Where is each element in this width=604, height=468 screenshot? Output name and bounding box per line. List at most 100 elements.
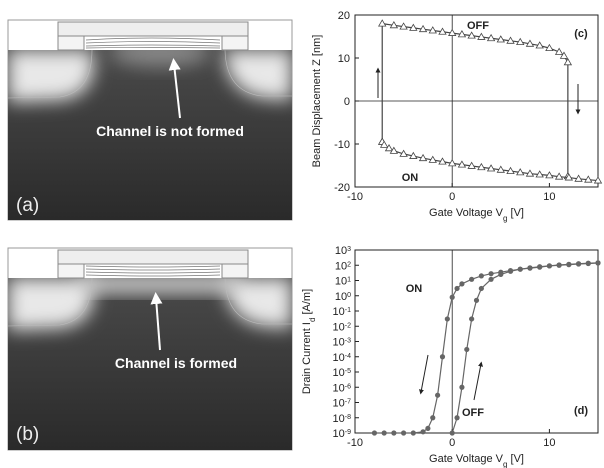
y-axis-label: Drain Current Id [A/m] [301,289,317,394]
y-tick-label: 103 [335,245,351,257]
marker [586,261,591,266]
marker [557,262,562,267]
y-tick-label-exp: -6 [345,383,351,390]
y-tick-label: 10-4 [333,352,352,364]
gate [58,250,248,264]
annotation: ON [406,283,423,295]
x-axis-label: Gate Voltage Vg [V] [429,207,524,223]
marker [450,295,455,300]
y-tick-label-exp: -4 [345,352,351,359]
y-axis-label-text: Drain Current I [301,322,313,394]
y-tick-label: -20 [334,182,350,194]
sweep-arrow [421,355,428,392]
y-tick-label: 10-7 [333,398,352,410]
annotation: OFF [462,407,484,419]
y-tick-label-base: 10 [333,398,345,410]
y-tick-label-exp: 3 [347,246,351,253]
spacer [222,264,248,278]
x-tick-label: 10 [543,191,555,203]
marker [382,430,387,435]
marker [379,20,386,26]
spacer [222,36,248,50]
y-tick-label: 10-6 [333,382,352,394]
marker [469,316,474,321]
marker [566,262,571,267]
x-axis-label-text: Gate Voltage V [429,453,504,465]
y-tick-label-base: 10 [333,306,345,318]
x-axis-label-text: Gate Voltage V [429,207,504,219]
y-tick-label-exp: -1 [345,307,351,314]
marker [488,271,493,276]
x-tick-label: -10 [347,437,363,449]
y-tick-label: -10 [334,139,350,151]
y-axis-label-text: [A/m] [301,289,313,318]
y-tick-label: 0 [344,96,350,108]
y-axis-label: Beam Displacement Z [nm] [311,35,323,168]
y-tick-label-base: 10 [335,260,347,272]
marker [411,430,416,435]
y-tick-label-base: 10 [333,413,345,425]
y-tick-label-base: 10 [335,276,347,288]
marker [595,260,600,265]
annotation: (c) [574,28,588,40]
annotation: Channel is not formed [96,123,244,139]
marker [479,286,484,291]
marker [547,263,552,268]
marker [479,273,484,278]
annotation: ON [402,172,419,184]
y-tick-label: 10-1 [333,306,352,318]
y-tick-label: 10-5 [333,367,352,379]
y-tick-label-base: 10 [333,337,345,349]
marker [450,430,455,435]
y-tick-label: 20 [338,10,350,22]
sweep-arrow [474,364,481,400]
marker [454,415,459,420]
marker [454,286,459,291]
channel-region [80,276,240,292]
x-tick-label: 0 [449,437,455,449]
marker [498,272,503,277]
y-tick-label-exp: 2 [347,261,351,268]
marker [425,426,430,431]
y-tick-label-exp: 1 [347,276,351,283]
y-tick-label-exp: -3 [345,337,351,344]
y-tick-label-base: 10 [335,245,347,257]
y-tick-label-base: 10 [333,321,345,333]
marker [508,269,513,274]
annotation: (d) [574,405,588,417]
marker [430,415,435,420]
marker [435,393,440,398]
y-tick-label-base: 10 [333,382,345,394]
marker [564,59,571,65]
marker [527,265,532,270]
marker [391,430,396,435]
x-axis-label-text: [V] [507,207,524,219]
y-tick-label: 10 [338,53,350,65]
marker [464,347,469,352]
y-tick-label-exp: -8 [345,413,351,420]
marker [518,267,523,272]
y-tick-label-base: 10 [333,428,345,440]
y-tick-label-exp: -2 [345,322,351,329]
panel-label: (a) [16,195,39,216]
x-tick-label: 0 [449,191,455,203]
y-tick-label: 102 [335,260,351,272]
y-tick-label-exp: 0 [347,291,351,298]
marker [420,429,425,434]
annotation: Channel is formed [115,355,237,371]
y-tick-label: 10-3 [333,337,352,349]
y-tick-label: 10-2 [333,321,352,333]
panel-b: Channel is formed (b) [8,248,292,450]
annotation: OFF [467,20,489,32]
x-axis-label: Gate Voltage Vg [V] [429,453,524,468]
y-tick-label-base: 10 [333,367,345,379]
y-tick-label: 10-8 [333,413,352,425]
spacer [58,36,84,50]
marker [459,385,464,390]
marker [576,261,581,266]
y-tick-label-exp: -9 [345,429,351,436]
marker [445,316,450,321]
spacer [58,264,84,278]
marker [469,277,474,282]
y-tick-label-exp: -5 [345,368,351,375]
